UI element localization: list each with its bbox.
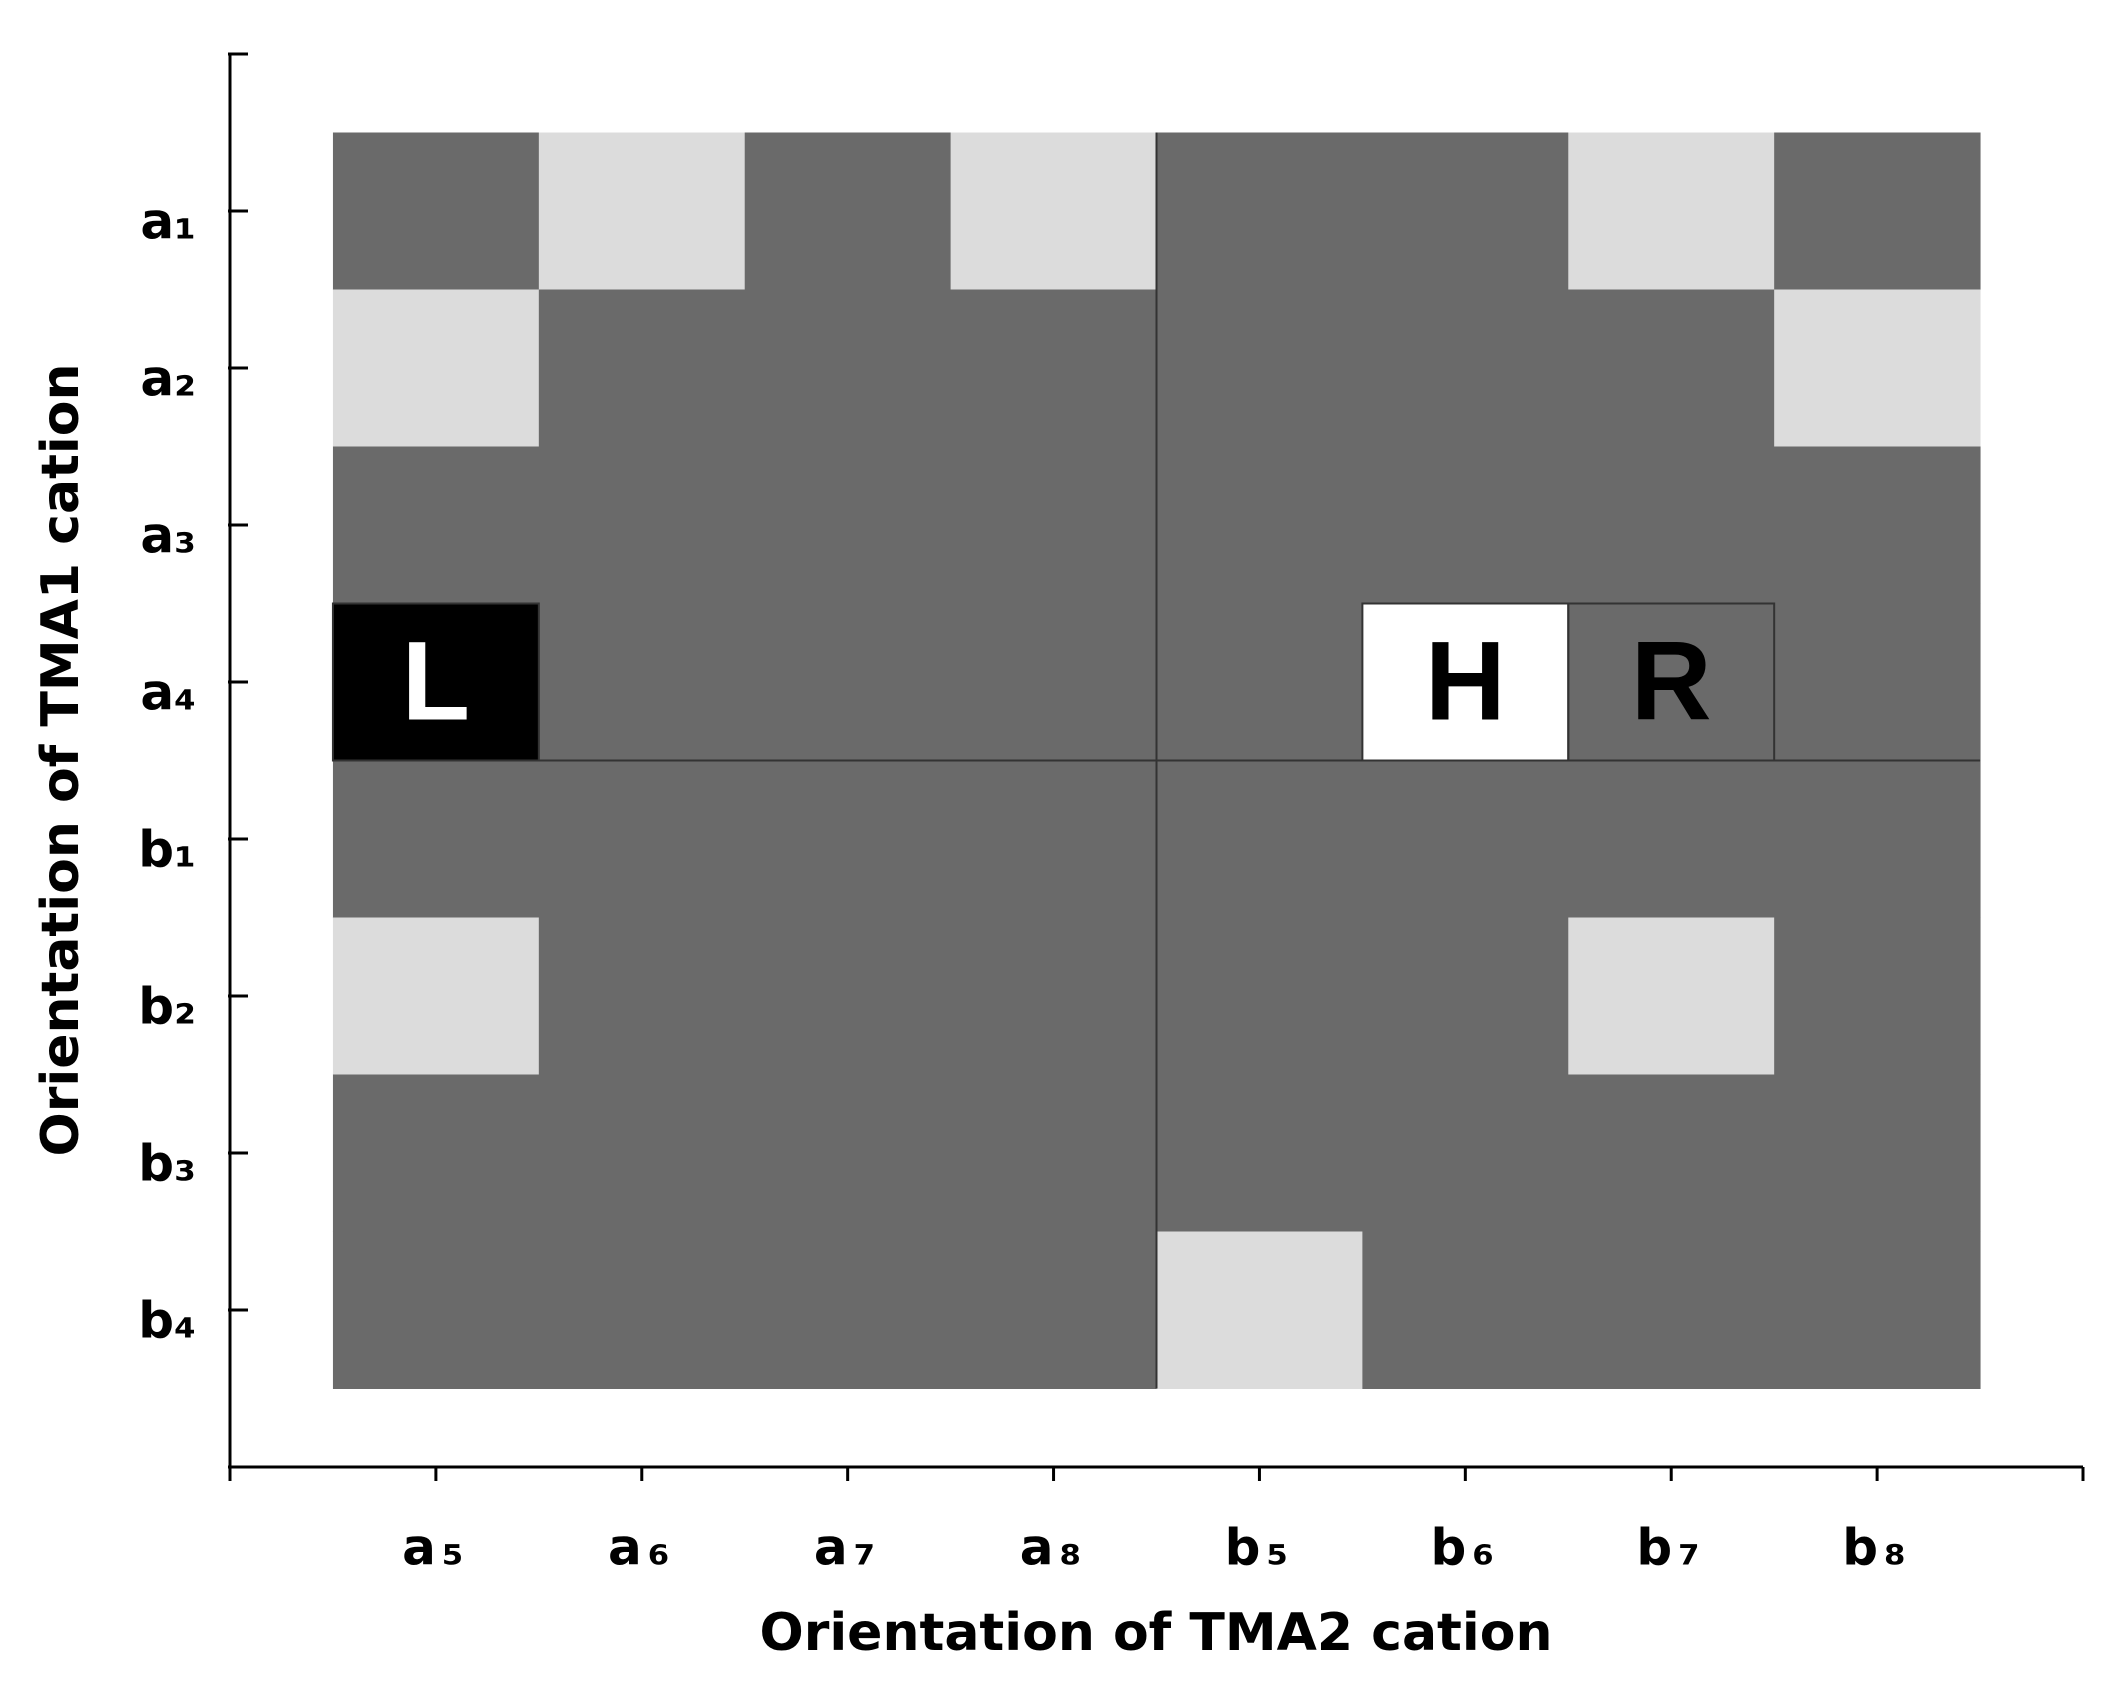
cell: [1156, 446, 1363, 604]
x-axis-label: Orientation of TMA2 cation: [760, 1603, 1553, 1663]
x-tick-label: b₆: [1430, 1519, 1500, 1577]
cell: [950, 1231, 1157, 1389]
cell: [1568, 446, 1775, 604]
cell: [1774, 603, 1981, 761]
y-tick-label: b₂: [138, 978, 196, 1036]
cell: [1156, 289, 1363, 447]
cell: [744, 760, 952, 918]
annotation: R: [1631, 619, 1712, 744]
cell: [538, 1231, 746, 1389]
cell: [744, 917, 952, 1075]
cell: [1156, 1231, 1363, 1389]
cell: [538, 603, 746, 761]
cell: [1774, 446, 1981, 604]
cell: [1568, 917, 1775, 1075]
cell: [1774, 289, 1981, 447]
cell: [1568, 603, 1775, 761]
y-tick-label: a₃: [140, 507, 196, 565]
cell: [950, 603, 1157, 761]
x-tick-label: a₅: [402, 1519, 470, 1577]
cell: [1774, 1074, 1981, 1232]
annotation-box: [1567, 602, 1776, 762]
cell: [1362, 1074, 1569, 1232]
cell: [332, 289, 540, 447]
cell: [1568, 289, 1775, 447]
cell: [950, 132, 1157, 290]
x-tick-label: a₈: [1020, 1519, 1088, 1577]
cell: [744, 132, 952, 290]
cell: [332, 1231, 540, 1389]
cell: [332, 760, 540, 918]
cell: [1156, 603, 1363, 761]
cell: [332, 603, 540, 761]
y-tick-label: a₁: [140, 193, 196, 251]
cell: [950, 1074, 1157, 1232]
x-tick-label: a₇: [814, 1519, 882, 1577]
cell: [538, 446, 746, 604]
cell: [332, 132, 540, 290]
cell: [1362, 1231, 1569, 1389]
y-tick-label: a₂: [140, 350, 196, 408]
cell: [1774, 1231, 1981, 1389]
cell: [744, 603, 952, 761]
cell: [1568, 760, 1775, 918]
y-tick-label: b₃: [138, 1135, 196, 1193]
x-tick-label: b₈: [1842, 1519, 1912, 1577]
cell: [1774, 760, 1981, 918]
cell: [950, 289, 1157, 447]
cell: [1362, 446, 1569, 604]
y-tick-label: a₄: [140, 664, 196, 722]
cell: [1774, 917, 1981, 1075]
y-tick-label: b₄: [138, 1292, 196, 1350]
annotation-box: [331, 602, 540, 762]
cell: [332, 446, 540, 604]
cell: [950, 760, 1157, 918]
annotation: H: [1425, 619, 1506, 744]
cell: [1156, 760, 1363, 918]
cell: [538, 289, 746, 447]
cell: [538, 917, 746, 1075]
cell: [744, 1074, 952, 1232]
cell: [1362, 760, 1569, 918]
y-axis-label: Orientation of TMA1 cation: [31, 364, 91, 1157]
cell: [950, 446, 1157, 604]
cell: [744, 1231, 952, 1389]
cell: [538, 760, 746, 918]
cell: [1568, 1074, 1775, 1232]
cell: [744, 446, 952, 604]
cell: [1362, 917, 1569, 1075]
x-tick-label: b₅: [1225, 1519, 1295, 1577]
x-tick-label: b₇: [1636, 1519, 1706, 1577]
cell: [1568, 1231, 1775, 1389]
cell: [744, 289, 952, 447]
cell: [1362, 289, 1569, 447]
cell: [332, 917, 540, 1075]
cell: [332, 1074, 540, 1232]
cell: [950, 917, 1157, 1075]
cell: [1362, 603, 1569, 761]
cell: [1362, 132, 1569, 290]
cell: [1568, 132, 1775, 290]
annotation: L: [402, 619, 470, 744]
cell: [1774, 132, 1981, 290]
cell: [538, 1074, 746, 1232]
x-tick-label: a₆: [608, 1519, 676, 1577]
cell: [538, 132, 746, 290]
cell: [1156, 1074, 1363, 1232]
cell: [1156, 917, 1363, 1075]
cell: [1156, 132, 1363, 290]
y-tick-label: b₁: [138, 821, 196, 879]
